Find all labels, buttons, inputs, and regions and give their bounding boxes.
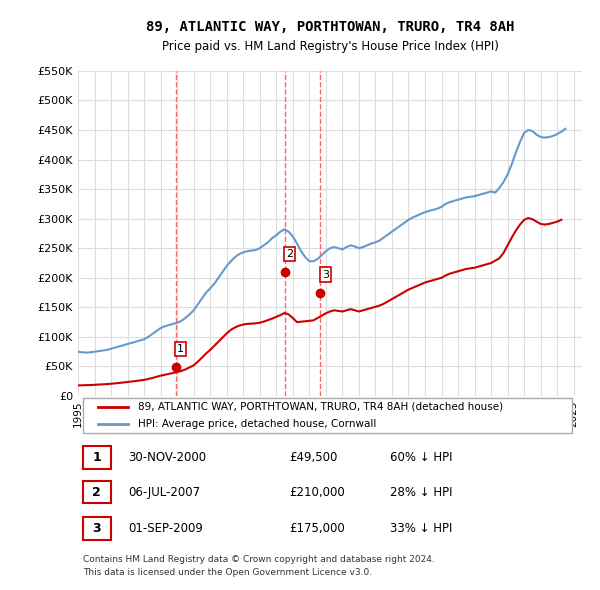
FancyBboxPatch shape — [83, 517, 111, 540]
Text: 89, ATLANTIC WAY, PORTHTOWAN, TRURO, TR4 8AH: 89, ATLANTIC WAY, PORTHTOWAN, TRURO, TR4… — [146, 19, 514, 34]
FancyBboxPatch shape — [83, 398, 572, 433]
Text: 33% ↓ HPI: 33% ↓ HPI — [391, 522, 453, 535]
Text: Price paid vs. HM Land Registry's House Price Index (HPI): Price paid vs. HM Land Registry's House … — [161, 40, 499, 53]
FancyBboxPatch shape — [83, 481, 111, 503]
Text: 1: 1 — [92, 451, 101, 464]
Text: 2: 2 — [92, 486, 101, 499]
Text: Contains HM Land Registry data © Crown copyright and database right 2024.: Contains HM Land Registry data © Crown c… — [83, 555, 435, 563]
Text: 30-NOV-2000: 30-NOV-2000 — [128, 451, 206, 464]
Text: This data is licensed under the Open Government Licence v3.0.: This data is licensed under the Open Gov… — [83, 568, 372, 577]
Text: £210,000: £210,000 — [290, 486, 346, 499]
Text: £175,000: £175,000 — [290, 522, 346, 535]
Text: 28% ↓ HPI: 28% ↓ HPI — [391, 486, 453, 499]
Text: 01-SEP-2009: 01-SEP-2009 — [128, 522, 203, 535]
Text: £49,500: £49,500 — [290, 451, 338, 464]
Text: 2: 2 — [286, 249, 293, 259]
Text: 3: 3 — [322, 270, 329, 280]
Text: 3: 3 — [92, 522, 101, 535]
Text: 06-JUL-2007: 06-JUL-2007 — [128, 486, 200, 499]
Text: HPI: Average price, detached house, Cornwall: HPI: Average price, detached house, Corn… — [139, 419, 377, 429]
FancyBboxPatch shape — [83, 447, 111, 469]
Text: 1: 1 — [177, 344, 184, 354]
Text: 89, ATLANTIC WAY, PORTHTOWAN, TRURO, TR4 8AH (detached house): 89, ATLANTIC WAY, PORTHTOWAN, TRURO, TR4… — [139, 402, 503, 412]
Text: 60% ↓ HPI: 60% ↓ HPI — [391, 451, 453, 464]
